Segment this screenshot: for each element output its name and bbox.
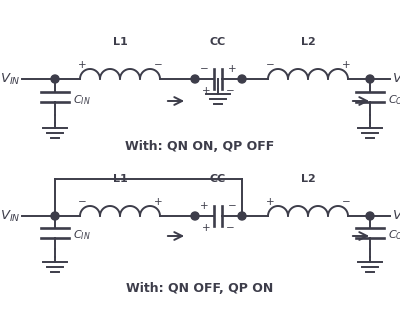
Text: $\mathit{V}_{IN}$: $\mathit{V}_{IN}$ [0, 71, 20, 86]
Text: $\mathit{C}_{O}$: $\mathit{C}_{O}$ [388, 229, 400, 242]
Text: L1: L1 [113, 37, 127, 47]
Circle shape [191, 75, 199, 83]
Text: −: − [78, 197, 86, 207]
Text: −: − [342, 197, 350, 207]
Text: $\mathit{V}_{O}$: $\mathit{V}_{O}$ [392, 208, 400, 224]
Text: +: + [266, 197, 274, 207]
Text: L1: L1 [113, 174, 127, 184]
Text: −: − [228, 201, 236, 211]
Text: $\mathit{V}_{IN}$: $\mathit{V}_{IN}$ [0, 208, 20, 224]
Circle shape [51, 75, 59, 83]
Text: +: + [78, 60, 86, 70]
Text: $\mathit{C}_{IN}$: $\mathit{C}_{IN}$ [73, 93, 91, 107]
Text: L2: L2 [301, 174, 315, 184]
Text: CC: CC [210, 174, 226, 184]
Text: $\mathit{V}_{O}$: $\mathit{V}_{O}$ [392, 71, 400, 86]
Text: −: − [154, 60, 162, 70]
Text: −: − [200, 64, 208, 74]
Circle shape [238, 212, 246, 220]
Text: +: + [342, 60, 350, 70]
Text: CC: CC [210, 37, 226, 47]
Text: With: QN OFF, QP ON: With: QN OFF, QP ON [126, 283, 274, 295]
Text: +: + [228, 64, 236, 74]
Circle shape [366, 75, 374, 83]
Circle shape [238, 75, 246, 83]
Text: +: + [154, 197, 162, 207]
Text: +: + [200, 201, 208, 211]
Circle shape [366, 212, 374, 220]
Text: −: − [266, 60, 274, 70]
Text: +: + [202, 223, 210, 233]
Circle shape [51, 212, 59, 220]
Text: +: + [202, 86, 210, 96]
Text: L2: L2 [301, 37, 315, 47]
Text: −: − [226, 223, 234, 233]
Text: −: − [226, 86, 234, 96]
Text: With: QN ON, QP OFF: With: QN ON, QP OFF [125, 140, 275, 153]
Circle shape [191, 212, 199, 220]
Text: $\mathit{C}_{O}$: $\mathit{C}_{O}$ [388, 93, 400, 107]
Text: $\mathit{C}_{IN}$: $\mathit{C}_{IN}$ [73, 229, 91, 242]
